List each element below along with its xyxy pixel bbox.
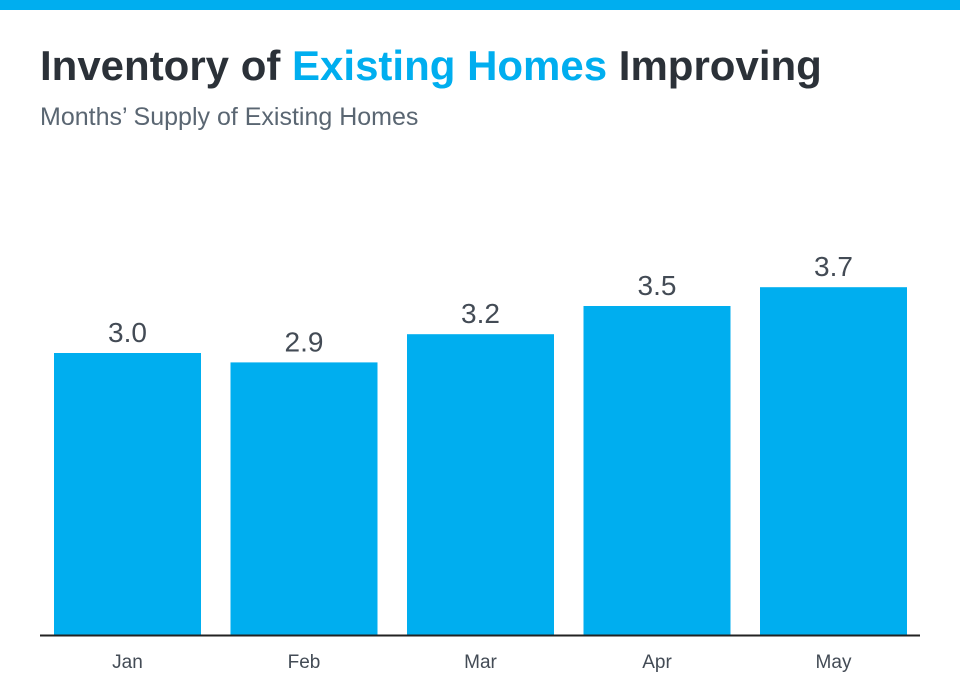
- bar-may: [760, 287, 907, 635]
- value-label-feb: 2.9: [285, 326, 324, 357]
- chart-title: Inventory of Existing Homes Improving: [40, 40, 822, 92]
- value-label-jan: 3.0: [108, 317, 147, 348]
- chart-subtitle: Months’ Supply of Existing Homes: [40, 103, 419, 131]
- x-tick-label-mar: Mar: [464, 652, 497, 673]
- x-tick-label-apr: Apr: [642, 652, 672, 673]
- value-label-mar: 3.2: [461, 298, 500, 329]
- value-label-apr: 3.5: [638, 270, 677, 301]
- value-label-may: 3.7: [814, 251, 853, 282]
- top-accent-bar: [0, 0, 960, 10]
- bar-feb: [230, 362, 378, 635]
- title-highlight: Existing Homes: [292, 42, 608, 89]
- title-part-2: Improving: [607, 42, 822, 89]
- bar-apr: [583, 306, 731, 635]
- title-part-1: Inventory of: [40, 42, 293, 89]
- bar-jan: [54, 353, 201, 635]
- x-tick-label-may: May: [816, 652, 852, 673]
- x-tick-label-feb: Feb: [288, 652, 321, 673]
- bar-mar: [407, 334, 554, 635]
- x-tick-label-jan: Jan: [112, 652, 143, 673]
